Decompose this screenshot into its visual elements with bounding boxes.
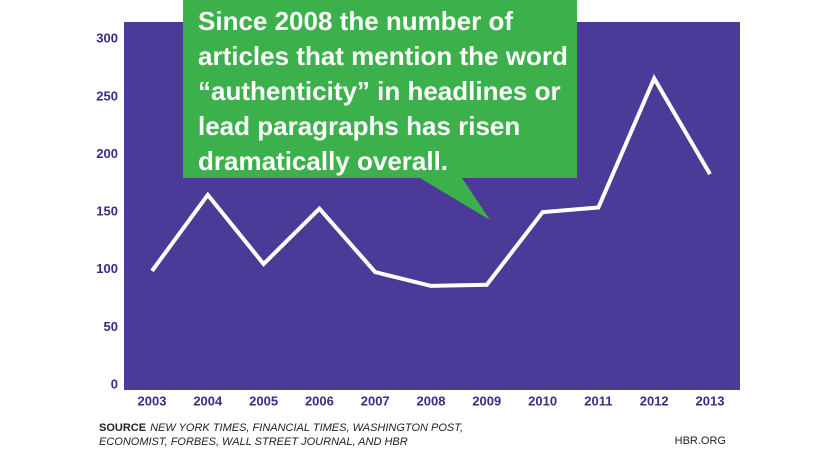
x-tick-label: 2013 — [696, 393, 725, 408]
x-tick-label: 2008 — [417, 393, 446, 408]
callout-box — [183, 0, 577, 220]
line — [150, 74, 712, 288]
x-tick-label: 2010 — [528, 393, 557, 408]
source: SOURCE NEW YORK TIMES, FINANCIAL TIMES, W… — [99, 421, 499, 449]
y-tick-label: 150 — [96, 204, 118, 219]
x-tick-label: 2005 — [249, 393, 278, 408]
y-tick-label: 50 — [104, 319, 118, 334]
callout-text: Since 2008 the number of articles that m… — [198, 6, 568, 176]
x-tick-label: 2007 — [361, 393, 390, 408]
source-label: SOURCE — [99, 422, 147, 434]
x-tick-label: 2009 — [472, 393, 501, 408]
y-tick-label: 300 — [96, 31, 118, 46]
y-tick-label: 0 — [111, 376, 118, 391]
y-tick-label: 200 — [96, 146, 118, 161]
y-tick-label: 100 — [96, 261, 118, 276]
y-tick-label: 250 — [96, 88, 118, 103]
x-tick-label: 2012 — [640, 393, 669, 408]
x-tick-label: 2011 — [584, 393, 612, 408]
x-tick-label: 2006 — [305, 393, 334, 408]
credit: HBR.ORG — [674, 435, 726, 447]
x-tick-label: 2003 — [138, 393, 167, 408]
x-tick-label: 2004 — [193, 393, 223, 408]
source-text: NEW YORK TIMES, FINANCIAL TIMES, WASHING… — [99, 422, 464, 448]
